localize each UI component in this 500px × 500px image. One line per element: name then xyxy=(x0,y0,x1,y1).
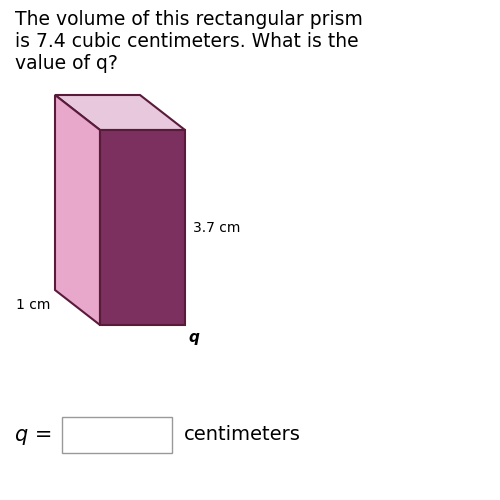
Polygon shape xyxy=(100,130,185,325)
Text: q: q xyxy=(188,330,199,345)
Text: is 7.4 cubic centimeters. What is the: is 7.4 cubic centimeters. What is the xyxy=(15,32,358,51)
Text: value of q?: value of q? xyxy=(15,54,118,73)
FancyBboxPatch shape xyxy=(62,417,172,453)
Polygon shape xyxy=(55,95,100,325)
Text: centimeters: centimeters xyxy=(184,426,301,444)
Text: 3.7 cm: 3.7 cm xyxy=(193,220,240,234)
Text: 1 cm: 1 cm xyxy=(16,298,50,312)
Text: q =: q = xyxy=(15,425,52,445)
Polygon shape xyxy=(55,95,185,130)
Text: The volume of this rectangular prism: The volume of this rectangular prism xyxy=(15,10,363,29)
